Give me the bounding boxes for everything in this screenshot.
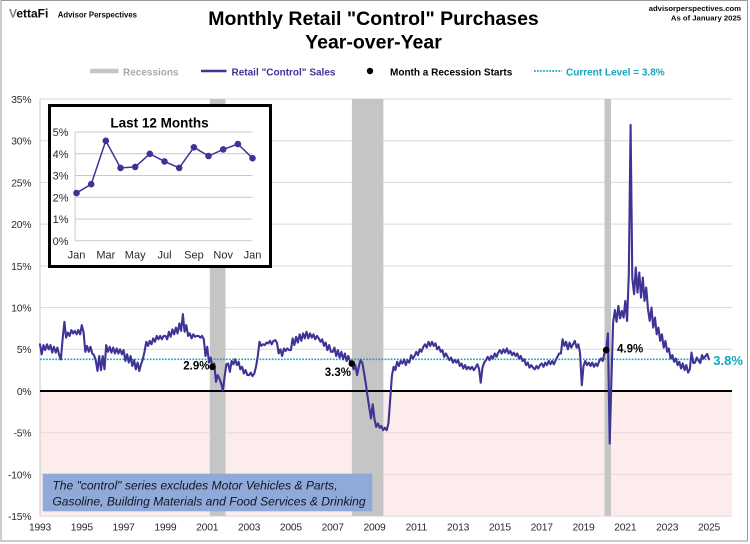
svg-text:3.8%: 3.8% [713, 353, 743, 368]
svg-text:-10%: -10% [8, 470, 31, 481]
svg-text:0%: 0% [17, 387, 32, 398]
svg-text:2007: 2007 [322, 522, 345, 533]
svg-text:-5%: -5% [14, 429, 32, 440]
svg-text:Recessions: Recessions [123, 67, 179, 78]
svg-text:Jan: Jan [68, 250, 86, 262]
svg-text:5%: 5% [17, 345, 32, 356]
svg-text:-15%: -15% [8, 512, 31, 523]
svg-text:The "control" series excludes: The "control" series excludes Motor Vehi… [52, 478, 337, 492]
svg-text:Advisor Perspectives: Advisor Perspectives [58, 11, 138, 20]
svg-text:Current Level = 3.8%: Current Level = 3.8% [566, 67, 665, 78]
svg-text:As of January 2025: As of January 2025 [671, 13, 742, 22]
svg-text:1995: 1995 [71, 522, 94, 533]
svg-text:5%: 5% [53, 127, 69, 139]
svg-text:2009: 2009 [363, 522, 386, 533]
svg-text:1%: 1% [53, 214, 69, 226]
svg-text:Retail "Control" Sales: Retail "Control" Sales [232, 67, 336, 78]
svg-text:Monthly Retail "Control" Purch: Monthly Retail "Control" Purchases [208, 8, 539, 30]
svg-text:15%: 15% [11, 262, 31, 273]
svg-text:Year-over-Year: Year-over-Year [305, 31, 442, 53]
svg-text:Last 12 Months: Last 12 Months [110, 115, 208, 130]
svg-text:10%: 10% [11, 304, 31, 315]
svg-text:Jul: Jul [157, 250, 171, 262]
svg-text:35%: 35% [11, 95, 31, 106]
svg-text:2003: 2003 [238, 522, 261, 533]
svg-text:2017: 2017 [531, 522, 554, 533]
svg-text:4%: 4% [53, 149, 69, 161]
svg-text:Gasoline, Building Materials a: Gasoline, Building Materials and Food Se… [52, 495, 366, 509]
svg-text:0%: 0% [53, 236, 69, 248]
svg-text:2.9%: 2.9% [183, 361, 209, 373]
svg-text:4.9%: 4.9% [617, 344, 643, 356]
svg-text:advisorperspectives.com: advisorperspectives.com [649, 4, 741, 13]
svg-text:2025: 2025 [698, 522, 721, 533]
svg-text:2013: 2013 [447, 522, 470, 533]
svg-text:VettaFi: VettaFi [9, 7, 48, 21]
svg-text:1997: 1997 [113, 522, 136, 533]
svg-text:2019: 2019 [572, 522, 595, 533]
svg-text:1999: 1999 [154, 522, 177, 533]
svg-text:Jan: Jan [244, 250, 262, 262]
svg-text:2023: 2023 [656, 522, 679, 533]
svg-text:2021: 2021 [614, 522, 637, 533]
svg-text:2005: 2005 [280, 522, 303, 533]
svg-text:Mar: Mar [96, 250, 115, 262]
svg-text:May: May [125, 250, 146, 262]
svg-text:30%: 30% [11, 137, 31, 148]
svg-text:20%: 20% [11, 220, 31, 231]
svg-text:Nov: Nov [213, 250, 233, 262]
svg-text:Sep: Sep [184, 250, 204, 262]
svg-text:25%: 25% [11, 178, 31, 189]
svg-text:2%: 2% [53, 192, 69, 204]
svg-text:1993: 1993 [29, 522, 52, 533]
svg-text:3.3%: 3.3% [325, 367, 351, 379]
svg-text:3%: 3% [53, 171, 69, 183]
svg-text:2015: 2015 [489, 522, 512, 533]
svg-text:2001: 2001 [196, 522, 219, 533]
svg-text:Month a Recession Starts: Month a Recession Starts [390, 67, 513, 78]
svg-text:2011: 2011 [406, 522, 428, 533]
